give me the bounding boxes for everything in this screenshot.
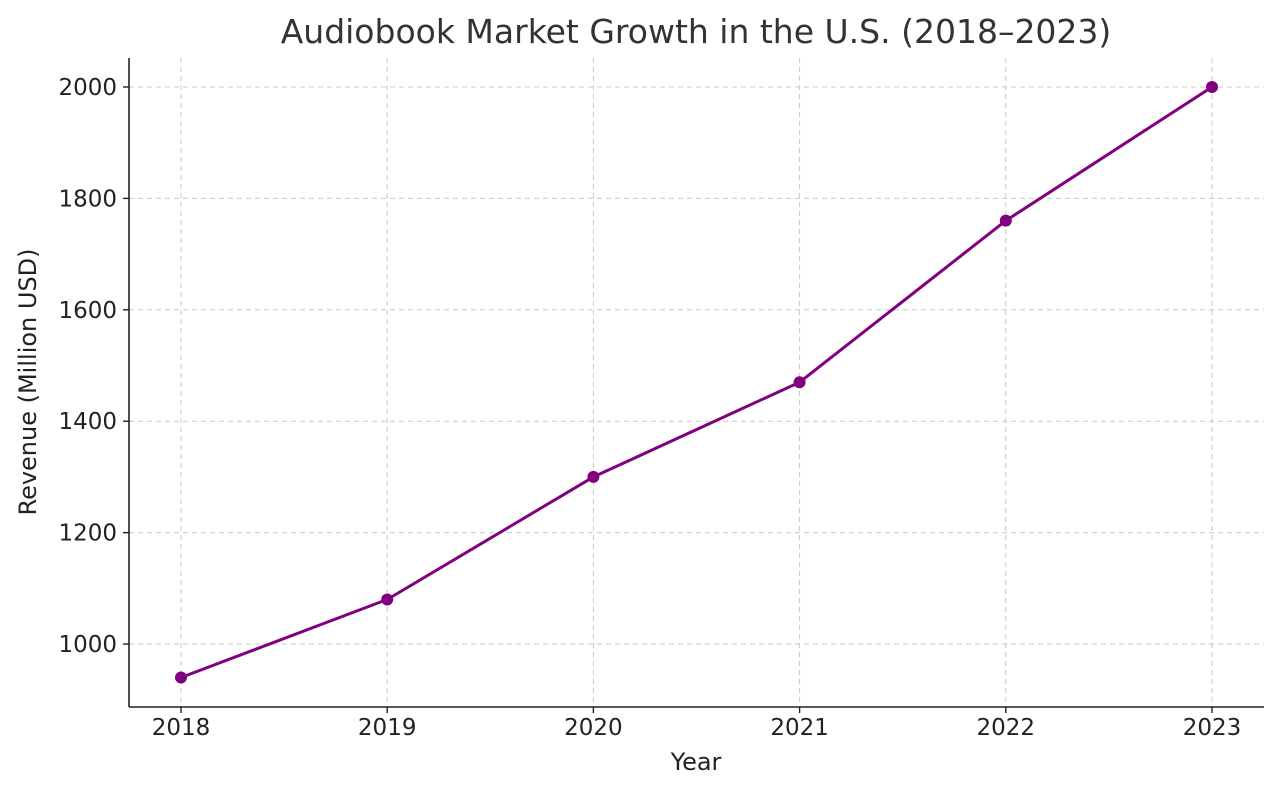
axes-layer [128,58,1264,708]
x-tick-label-2022: 2022 [977,715,1036,741]
y-tick-label-1200: 1200 [58,521,117,547]
y-tick-label-1400: 1400 [58,409,117,435]
data-point-2019 [381,593,394,606]
ticks-layer: 1000 1200 1400 1600 1800 2000 2018 2019 2020 2021… [58,75,1241,741]
x-axis-label: Year [670,748,722,776]
data-point-2023 [1206,80,1218,93]
x-tick-label-2020: 2020 [564,715,623,741]
series-layer [175,80,1218,684]
y-tick-label-1600: 1600 [58,298,117,324]
series-line-0 [179,85,1214,679]
data-point-2021 [793,376,806,389]
x-tick-label-2021: 2021 [770,715,829,741]
x-tick-label-2018: 2018 [152,715,211,741]
x-tick-label-2019: 2019 [358,715,417,741]
chart-title: Audiobook Market Growth in the U.S. (201… [281,12,1112,51]
data-point-2020 [587,470,600,483]
y-tick-label-1000: 1000 [58,632,117,658]
data-point-2018 [175,671,187,684]
data-point-2022 [999,214,1012,227]
y-axis-label: Revenue (Million USD) [14,248,42,515]
grid-layer [129,58,1264,707]
y-tick-label-2000: 2000 [58,75,117,101]
x-tick-label-2023: 2023 [1183,715,1242,741]
y-tick-label-1800: 1800 [58,186,117,212]
